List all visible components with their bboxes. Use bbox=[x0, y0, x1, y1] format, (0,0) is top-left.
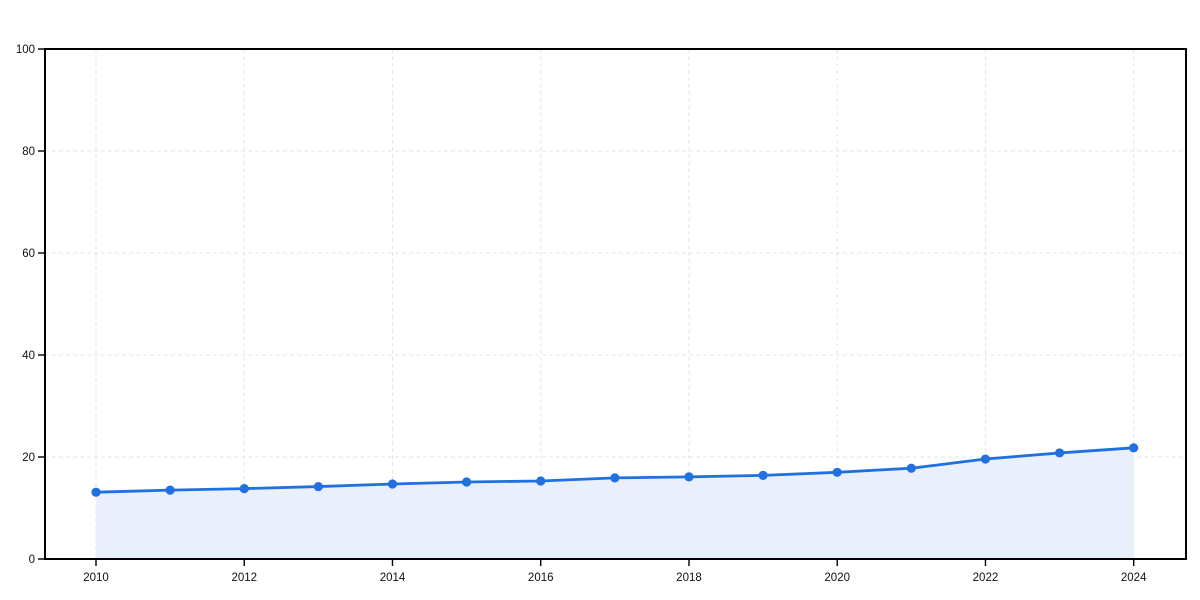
data-point-marker bbox=[165, 485, 175, 495]
data-point-marker bbox=[758, 470, 768, 480]
area-fill bbox=[96, 447, 1134, 559]
data-point-marker bbox=[832, 467, 842, 477]
y-tick-label: 0 bbox=[29, 554, 35, 566]
data-point-marker bbox=[91, 487, 101, 497]
data-point-marker bbox=[1054, 448, 1065, 458]
data-point-marker bbox=[684, 472, 694, 482]
y-tick-label: 20 bbox=[22, 452, 35, 464]
x-tick-label: 2024 bbox=[1121, 572, 1147, 584]
y-tick-label: 80 bbox=[22, 146, 35, 158]
x-tick-label: 2012 bbox=[231, 572, 257, 584]
data-point-marker bbox=[536, 476, 546, 486]
x-tick-label: 2018 bbox=[676, 572, 702, 584]
data-point-marker bbox=[980, 454, 991, 464]
data-point-marker bbox=[906, 463, 916, 473]
x-tick-label: 2020 bbox=[824, 572, 850, 584]
plot-border bbox=[44, 48, 1187, 560]
y-tick-label: 100 bbox=[16, 44, 35, 56]
data-point-marker bbox=[610, 473, 620, 483]
data-point-marker bbox=[239, 484, 249, 494]
x-tick-label: 2016 bbox=[528, 572, 554, 584]
data-point-marker bbox=[387, 479, 398, 489]
x-tick-label: 2022 bbox=[973, 572, 999, 584]
data-point-marker bbox=[1129, 443, 1139, 453]
y-tick-label: 60 bbox=[22, 248, 35, 260]
data-point-marker bbox=[462, 477, 472, 487]
x-tick-label: 2014 bbox=[380, 572, 406, 584]
data-point-marker bbox=[313, 481, 323, 492]
y-tick-label: 40 bbox=[22, 350, 35, 362]
x-tick-label: 2010 bbox=[83, 572, 109, 584]
